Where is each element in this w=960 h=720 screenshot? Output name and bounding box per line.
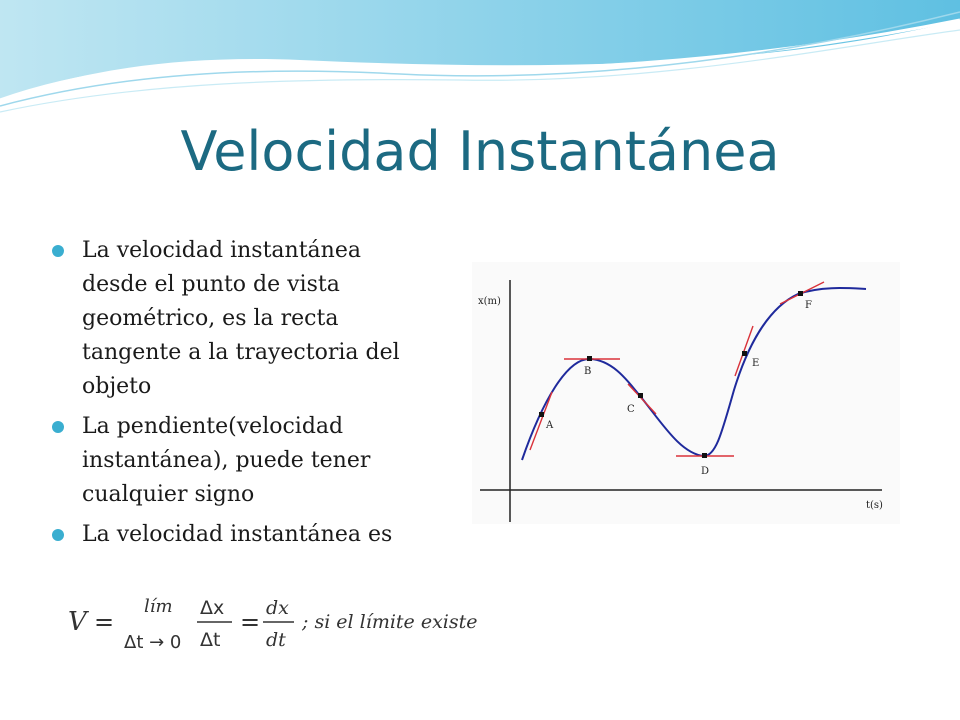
formula-lim-subscript: Δt → 0 (124, 632, 181, 653)
tangent-graph: x(m) t(s) A B C D E F (472, 262, 900, 524)
bullet-text: La velocidad instantánea desde el punto … (82, 238, 400, 399)
formula-lim: lím (144, 596, 173, 617)
bullet-text: La velocidad instantánea es (82, 522, 393, 547)
formula-denominator-delta: Δt (200, 629, 220, 651)
formula-equals-1: = (94, 608, 114, 636)
formula-denominator-d: dt (266, 629, 286, 651)
velocity-formula: V = lím Δt → 0 Δx Δt = dx dt ; si el lím… (68, 596, 478, 653)
formula-condition: ; si el límite existe (301, 611, 478, 633)
point-c-label: C (627, 404, 635, 415)
bullet-item: La pendiente(velocidad instantánea), pue… (52, 410, 432, 512)
bullet-item: La velocidad instantánea desde el punto … (52, 234, 432, 404)
point-a-label: A (545, 420, 554, 431)
bullet-dot-icon (52, 421, 64, 433)
point-d-marker (702, 453, 707, 458)
header-wave-decoration (0, 0, 960, 113)
formula-numerator-delta: Δx (200, 597, 224, 619)
point-d-label: D (701, 466, 709, 477)
point-e-label: E (752, 358, 759, 369)
y-axis-label: x(m) (478, 296, 501, 307)
formula-numerator-d: dx (266, 597, 289, 619)
point-b-label: B (584, 366, 591, 377)
bullet-text: La pendiente(velocidad instantánea), pue… (82, 414, 371, 507)
point-a-marker (539, 412, 544, 417)
point-f-label: F (805, 300, 812, 311)
formula-equals-2: = (240, 608, 260, 636)
point-c-marker (638, 393, 643, 398)
bullet-dot-icon (52, 245, 64, 257)
tangent-line-a (529, 391, 553, 451)
formula-v: V (68, 607, 89, 637)
bullet-item: La velocidad instantánea es (52, 518, 432, 552)
bullet-dot-icon (52, 529, 64, 541)
tangent-line-c (627, 383, 657, 415)
x-axis-label: t(s) (866, 500, 883, 511)
page-title: Velocidad Instantánea (180, 120, 780, 183)
point-e-marker (742, 351, 747, 356)
point-f-marker (798, 291, 803, 296)
bullet-list: La velocidad instantánea desde el punto … (52, 234, 432, 558)
point-b-marker (587, 356, 592, 361)
